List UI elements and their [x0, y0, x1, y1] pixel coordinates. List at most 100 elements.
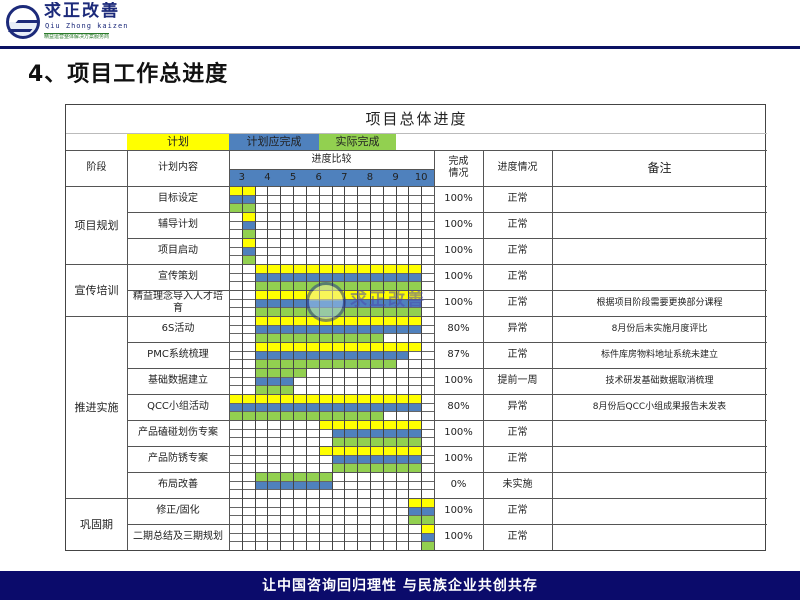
header-content: 计划内容	[158, 162, 198, 173]
grid-line	[127, 524, 767, 525]
grid-line	[127, 186, 767, 187]
header-completion: 完成 情况	[448, 156, 469, 179]
grid-line	[66, 150, 767, 151]
grid-line	[421, 186, 423, 550]
grid-line	[127, 472, 767, 473]
gantt-bar-actual	[241, 255, 255, 264]
grid-line	[280, 186, 282, 550]
gantt-bar-plan	[254, 264, 422, 273]
grid-line	[127, 290, 767, 291]
header-compare: 进度比较	[311, 153, 352, 165]
grid-line	[305, 186, 307, 550]
status-value: 正常	[507, 245, 528, 256]
task-name: 辅导计划	[158, 219, 198, 230]
task-name: 基础数据建立	[148, 375, 208, 386]
completion-value: 100%	[444, 297, 473, 308]
footer-slogan: 让中国咨询回归理性 与民族企业共创共存	[0, 571, 800, 600]
month-label: 5	[280, 169, 306, 186]
completion-value: 0%	[450, 479, 467, 490]
task-name: QCC小组活动	[147, 401, 209, 412]
logo-emblem-icon	[6, 5, 40, 39]
completion-value: 100%	[444, 505, 473, 516]
gantt-bar-actual	[421, 541, 434, 550]
grid-line	[229, 150, 230, 550]
grid-line	[66, 186, 127, 187]
month-label: 3	[229, 169, 255, 186]
gantt-bar-should	[331, 428, 422, 438]
task-name: 产品磕碰划伤专案	[138, 427, 218, 438]
status-value: 正常	[507, 453, 528, 464]
note-text	[552, 186, 767, 212]
task-name: PMC系统梳理	[147, 349, 209, 360]
note-text: 标件库房物料地址系统未建立	[600, 349, 718, 360]
progress-table: 项目总体进度 计划 计划应完成 实际完成 阶段 计划内容 进度比较 完成 情况 进度情况 备注 3 4…	[65, 104, 767, 551]
task-name: 6S活动	[161, 323, 195, 334]
note-text: 技术研发基础数据取消梳理	[605, 375, 714, 386]
status-value: 未实施	[502, 479, 533, 490]
status-value: 正常	[507, 349, 528, 360]
note-text	[552, 238, 767, 264]
gantt-bar-should	[421, 532, 434, 542]
legend-should: 计划应完成	[229, 133, 319, 150]
grid-line	[408, 186, 410, 550]
status-value: 提前一周	[497, 375, 538, 386]
grid-line	[127, 498, 767, 499]
grid-line	[66, 316, 127, 317]
grid-line	[267, 186, 269, 550]
note-text	[552, 420, 767, 446]
legend-actual: 实际完成	[319, 133, 396, 150]
completion-value: 100%	[444, 427, 473, 438]
header-notes: 备注	[647, 161, 672, 175]
task-name: 项目启动	[158, 245, 198, 256]
gantt-bar-should	[241, 220, 255, 230]
gantt-bar-actual	[254, 385, 294, 394]
completion-value: 100%	[444, 453, 473, 464]
grid-line	[382, 186, 384, 550]
grid-line	[357, 186, 359, 550]
legend-plan: 计划	[127, 133, 229, 150]
gantt-bar-plan	[229, 394, 422, 403]
grid-line	[127, 150, 128, 550]
note-text: 8月份后QCC小组成果报告未发表	[592, 401, 727, 412]
grid-line	[229, 169, 434, 170]
gantt-bar-plan	[241, 238, 255, 247]
note-text	[552, 264, 767, 290]
month-label: 7	[331, 169, 358, 186]
task-name: 宣传策划	[158, 271, 198, 282]
logo-pinyin: Qiu Zhong kaizen	[45, 22, 129, 30]
table-title: 项目总体进度	[365, 110, 468, 128]
status-value: 正常	[507, 219, 528, 230]
status-value: 异常	[507, 323, 528, 334]
gantt-bar-should	[229, 402, 422, 412]
grid-line	[395, 186, 397, 550]
note-text: 根据项目阶段需要更换部分课程	[596, 297, 723, 308]
status-value: 正常	[507, 271, 528, 282]
grid-line	[66, 498, 127, 499]
completion-value: 100%	[444, 219, 473, 230]
grid-line	[483, 150, 484, 550]
status-value: 正常	[507, 531, 528, 542]
note-text	[552, 212, 767, 238]
phase-label: 巩固期	[80, 517, 113, 531]
note-text	[552, 498, 767, 524]
phase-label: 项目规划	[74, 218, 119, 232]
grid-line	[344, 186, 346, 550]
grid-line	[254, 186, 256, 550]
completion-value: 100%	[444, 531, 473, 542]
month-label: 9	[382, 169, 409, 186]
phase-label: 宣传培训	[74, 283, 119, 297]
logo-tagline: 精益运营整体解决方案服务商	[44, 33, 110, 40]
grid-line	[127, 238, 767, 239]
page-title: 4、项目工作总进度	[28, 62, 229, 87]
logo-name: 求正改善	[44, 2, 120, 21]
note-text: 8月份后未实施月度评比	[611, 323, 708, 334]
grid-line	[318, 186, 320, 550]
phase-label: 推进实施	[74, 400, 119, 414]
header-divider	[0, 46, 800, 49]
month-label: 10	[408, 169, 434, 186]
grid-line	[127, 342, 767, 343]
task-name: 二期总结及三期规划	[133, 531, 223, 542]
gantt-bar-should	[254, 272, 422, 282]
gantt-bar-plan	[254, 342, 422, 351]
month-label: 8	[357, 169, 383, 186]
